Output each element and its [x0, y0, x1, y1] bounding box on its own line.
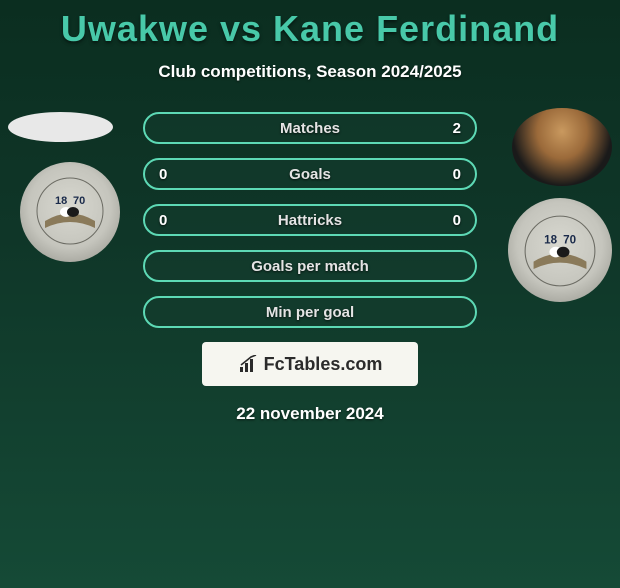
stat-left-value: 0	[159, 166, 177, 183]
stat-right-value: 0	[443, 166, 461, 183]
stat-label: Goals	[289, 166, 331, 183]
svg-text:18: 18	[544, 234, 557, 247]
svg-text:18: 18	[55, 195, 67, 207]
stat-label: Hattricks	[278, 212, 342, 229]
player-right-club-badge: 18 70	[508, 198, 612, 302]
player-right-avatar	[512, 108, 612, 186]
stat-label: Goals per match	[251, 258, 369, 275]
club-badge-icon: 18 70	[508, 198, 612, 290]
stat-row-goals-per-match: Goals per match	[143, 250, 477, 282]
chart-icon	[238, 355, 260, 373]
brand-label: FcTables.com	[264, 354, 383, 375]
stat-row-goals: 0 Goals 0	[143, 158, 477, 190]
stat-row-min-per-goal: Min per goal	[143, 296, 477, 328]
stat-left-value: 0	[159, 212, 177, 229]
stat-label: Min per goal	[266, 304, 354, 321]
svg-text:70: 70	[563, 234, 576, 247]
stat-label: Matches	[280, 120, 340, 137]
stat-row-hattricks: 0 Hattricks 0	[143, 204, 477, 236]
comparison-panel: 18 70 18 70 Matches 2	[0, 112, 620, 424]
stats-list: Matches 2 0 Goals 0 0 Hattricks 0 Goals …	[143, 112, 477, 328]
stat-right-value: 0	[443, 212, 461, 229]
page-title: Uwakwe vs Kane Ferdinand	[0, 8, 620, 50]
player-left-avatar	[8, 112, 113, 142]
player-left-club-badge: 18 70	[20, 162, 120, 262]
club-badge-icon: 18 70	[35, 176, 105, 248]
stat-row-matches: Matches 2	[143, 112, 477, 144]
svg-text:70: 70	[73, 195, 85, 207]
subtitle: Club competitions, Season 2024/2025	[0, 62, 620, 82]
brand-box[interactable]: FcTables.com	[202, 342, 418, 386]
date-generated: 22 november 2024	[0, 404, 620, 424]
stat-right-value: 2	[443, 120, 461, 137]
